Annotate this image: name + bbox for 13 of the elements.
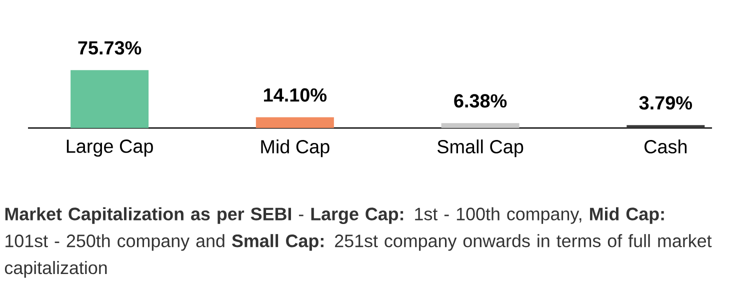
data-label: 6.38% bbox=[454, 94, 507, 108]
text: Market Capitalization as per SEBI - Large Cap: 1st - 100th company, Mid Cap: 101st - 250th company and Small Cap: 251st company onwards in terms of full market capitalization bbox=[4, 207, 712, 278]
data-label: 3.79% bbox=[639, 96, 692, 110]
bar bbox=[626, 125, 705, 128]
x-tick-label: Cash bbox=[644, 140, 687, 154]
data-label: 14.10% bbox=[264, 88, 327, 102]
bar bbox=[441, 123, 520, 128]
bar bbox=[70, 70, 149, 128]
x-tick-label: Small Cap bbox=[438, 140, 524, 158]
x-tick-label: Mid Cap bbox=[261, 140, 330, 158]
data-label: 75.73% bbox=[78, 41, 142, 55]
bar bbox=[256, 117, 334, 128]
x-tick-label: Large Cap bbox=[66, 140, 153, 157]
